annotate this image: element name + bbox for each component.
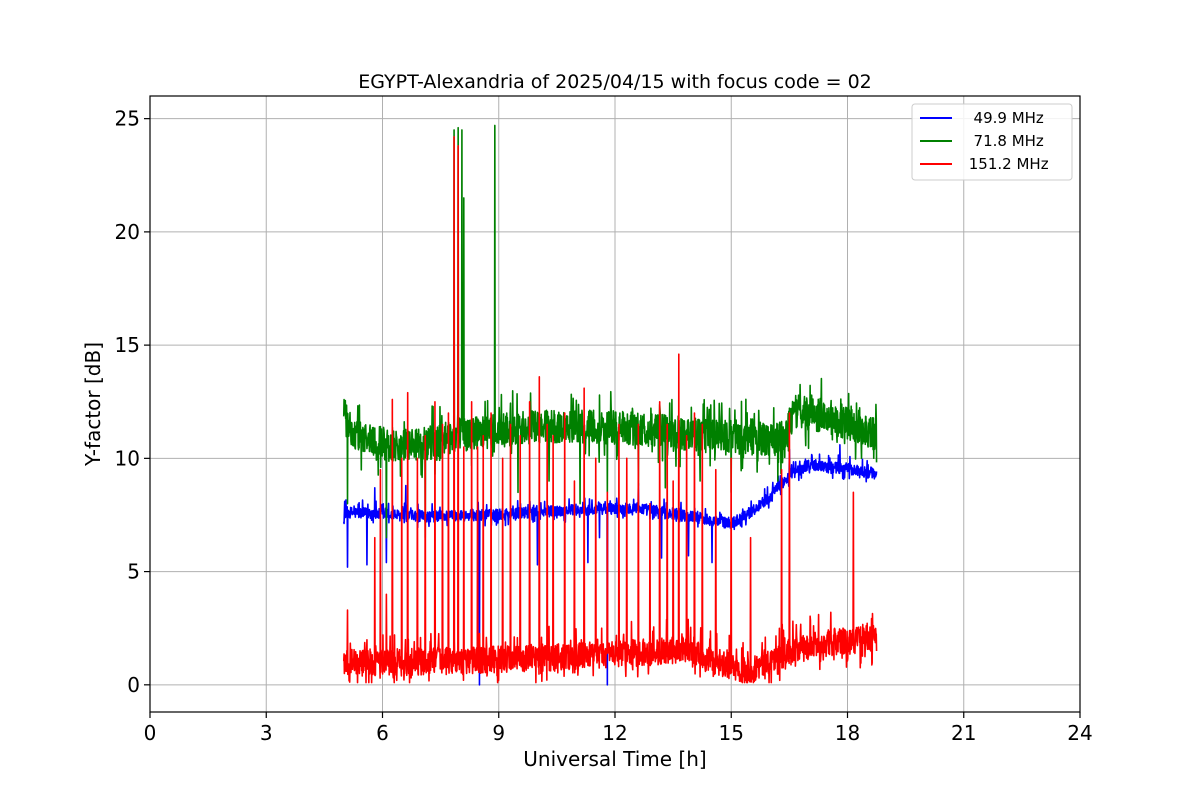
series-line: [342, 124, 878, 539]
x-tick-label: 0: [144, 721, 157, 745]
legend-box: [911, 103, 1073, 181]
series-layer: [342, 124, 878, 686]
y-tick-label: 0: [127, 673, 140, 697]
x-tick-label: 9: [492, 721, 505, 745]
x-tick-label: 6: [376, 721, 389, 745]
y-tick-label: 10: [115, 446, 140, 470]
x-tick-label: 24: [1067, 721, 1092, 745]
x-axis-label: Universal Time [h]: [523, 747, 706, 771]
y-axis-label: Y-factor [dB]: [81, 342, 105, 467]
ticks-layer: 0 3 6 9 12 15 18 21 24 0 5 10 15 20 25: [115, 107, 1093, 745]
legend-label: 151.2 MHz: [964, 155, 1049, 173]
x-tick-label: 3: [260, 721, 273, 745]
chart-title: EGYPT-Alexandria of 2025/04/15 with focu…: [358, 71, 872, 93]
x-tick-label: 18: [835, 721, 860, 745]
y-tick-label: 20: [115, 220, 140, 244]
legend: 49.9 MHz 71.8 MHz 151.2 MHz: [911, 103, 1073, 181]
x-tick-label: 21: [951, 721, 976, 745]
y-tick-label: 25: [115, 107, 140, 131]
series-line: [342, 443, 878, 686]
y-tick-label: 15: [115, 333, 140, 357]
legend-label: 49.9 MHz: [964, 109, 1044, 127]
x-tick-label: 15: [719, 721, 744, 745]
x-tick-label: 12: [602, 721, 627, 745]
y-tick-label: 5: [127, 560, 140, 584]
series-line: [342, 135, 878, 684]
grid-layer: [149, 96, 1081, 712]
legend-label: 71.8 MHz: [964, 132, 1044, 150]
